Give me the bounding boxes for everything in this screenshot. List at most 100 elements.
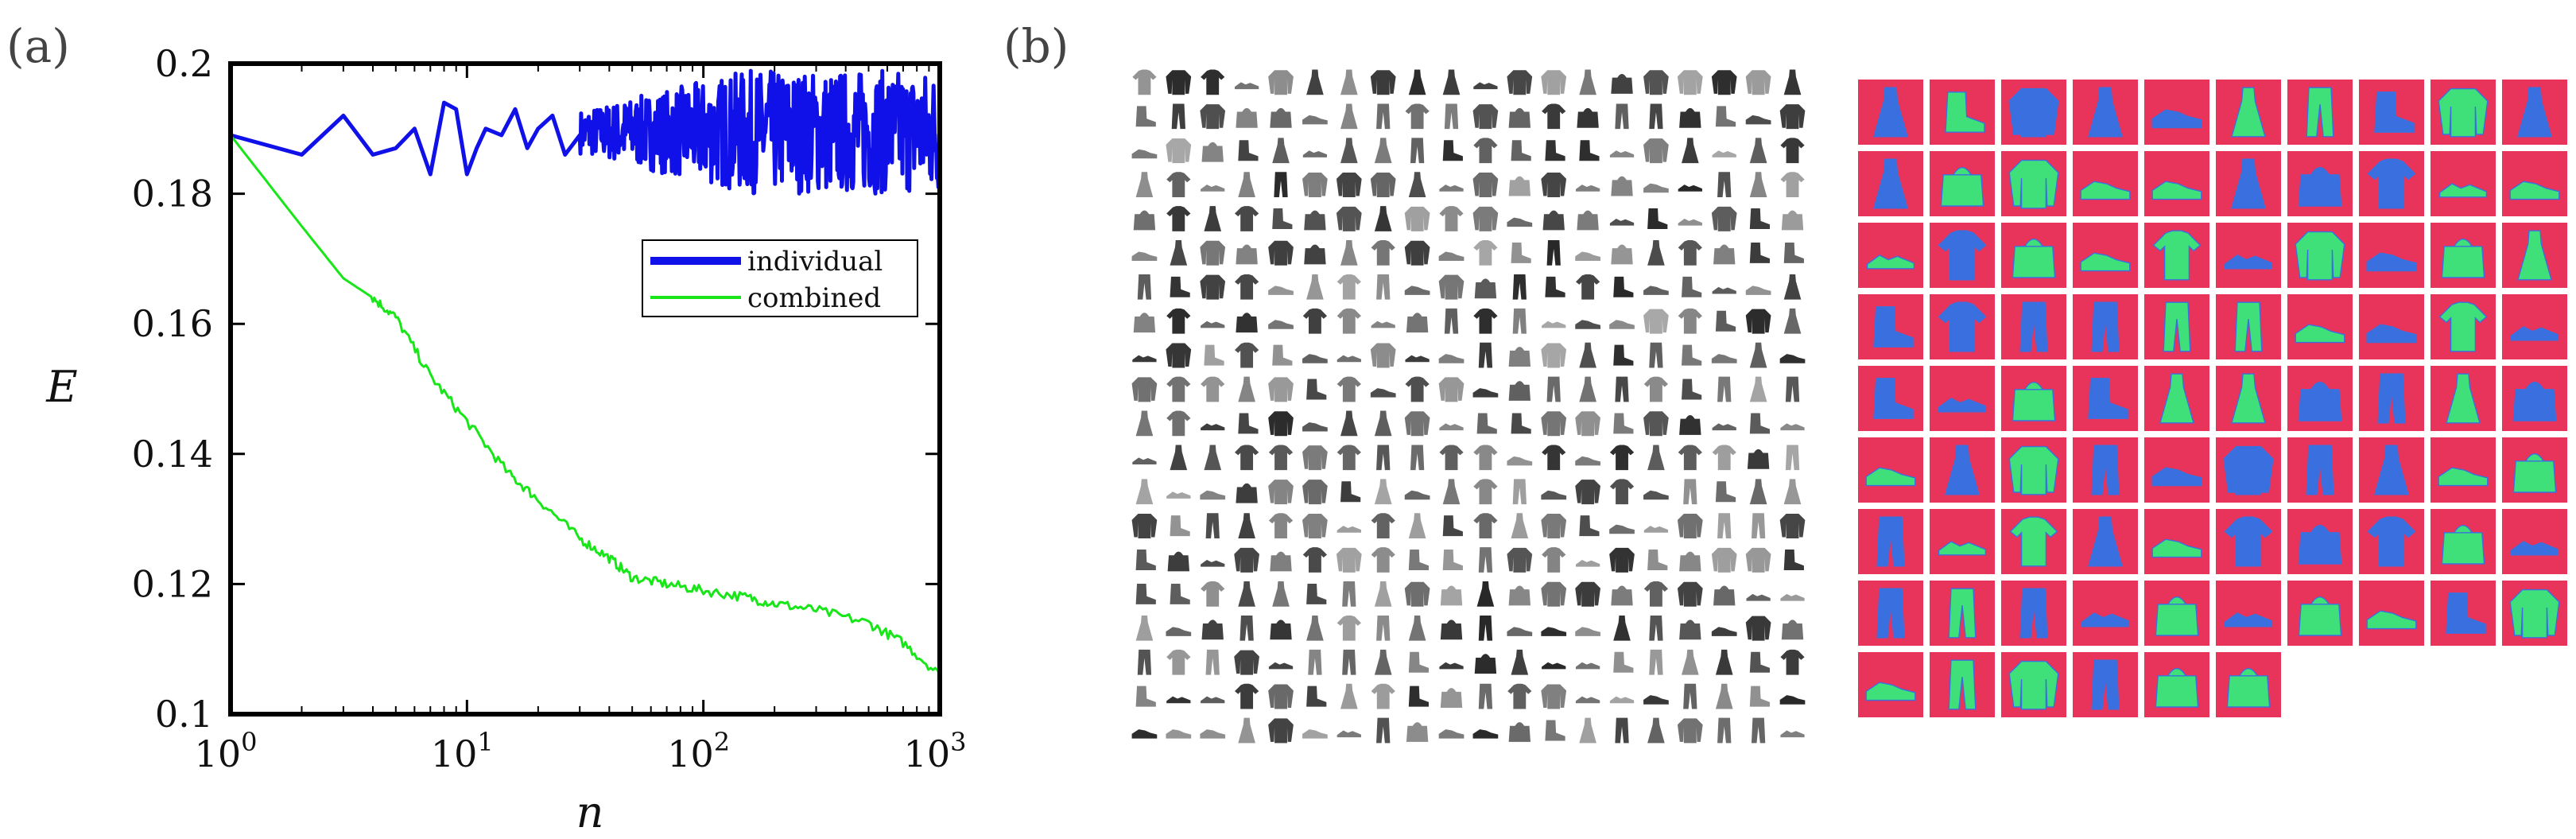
fashion-thumbnail bbox=[1575, 185, 1600, 192]
feature-silhouette bbox=[1873, 87, 1908, 138]
feature-tile bbox=[2359, 223, 2424, 288]
feature-tile-bg bbox=[2073, 581, 2138, 646]
fashion-thumbnail bbox=[1234, 683, 1259, 709]
fashion-thumbnail bbox=[1236, 244, 1258, 265]
fashion-thumbnail bbox=[1749, 413, 1771, 434]
fashion-thumbnail bbox=[1682, 276, 1702, 297]
fashion-thumbnail bbox=[1542, 103, 1566, 130]
feature-silhouette bbox=[2438, 183, 2488, 198]
fashion-thumbnail bbox=[1575, 274, 1600, 300]
fashion-thumbnail bbox=[1745, 285, 1771, 295]
plot-frame bbox=[228, 61, 942, 717]
feature-silhouette bbox=[1948, 588, 1977, 639]
fashion-thumbnail bbox=[1371, 547, 1395, 573]
fashion-thumbnail bbox=[1712, 423, 1736, 431]
feature-silhouette bbox=[2008, 660, 2059, 710]
feature-tile bbox=[1930, 223, 1995, 288]
fashion-thumbnail bbox=[1170, 445, 1188, 471]
feature-silhouette bbox=[2091, 301, 2120, 352]
fashion-thumbnail bbox=[1442, 550, 1463, 570]
fashion-thumbnail bbox=[1268, 684, 1294, 709]
fashion-thumbnail bbox=[1444, 308, 1459, 334]
fashion-thumbnail bbox=[1780, 423, 1805, 431]
feature-tile bbox=[2073, 366, 2138, 431]
fashion-thumbnail bbox=[1780, 172, 1805, 197]
feature-tile bbox=[2001, 509, 2066, 574]
fashion-thumbnail bbox=[1473, 138, 1498, 164]
feature-tile bbox=[2073, 294, 2138, 359]
feature-tile bbox=[1930, 509, 1995, 574]
feature-silhouette bbox=[1866, 254, 1915, 270]
fashion-thumbnail bbox=[1511, 242, 1531, 263]
fashion-thumbnail bbox=[1613, 615, 1631, 641]
feature-tile bbox=[1858, 294, 1923, 359]
fashion-thumbnail bbox=[1336, 615, 1361, 641]
fashion-thumbnail bbox=[1677, 718, 1703, 744]
fashion-thumbnail bbox=[1542, 445, 1566, 471]
fashion-thumbnail bbox=[1511, 413, 1531, 434]
feature-tile-bg bbox=[2216, 581, 2281, 646]
fashion-thumbnail bbox=[1200, 240, 1226, 266]
fashion-thumbnail bbox=[1647, 550, 1668, 570]
fashion-thumbnail bbox=[1405, 376, 1430, 402]
fashion-thumbnail bbox=[1473, 240, 1498, 266]
fashion-thumbnail bbox=[1133, 210, 1156, 231]
fashion-thumbnail bbox=[1779, 513, 1806, 538]
fashion-thumbnail bbox=[1274, 172, 1288, 197]
fashion-thumbnail bbox=[1135, 583, 1156, 604]
fashion-thumbnail bbox=[1615, 717, 1629, 744]
feature-silhouette bbox=[2009, 516, 2058, 567]
feature-tile-bg bbox=[2431, 151, 2496, 216]
feature-silhouette bbox=[1876, 588, 1905, 639]
fashion-thumbnail bbox=[1137, 274, 1152, 300]
fashion-thumbnail bbox=[1545, 276, 1565, 297]
fashion-thumbnail bbox=[1410, 138, 1425, 164]
feature-tile bbox=[2502, 366, 2567, 431]
feature-tile-bg bbox=[1930, 509, 1995, 574]
feature-silhouette bbox=[2088, 516, 2123, 567]
fashion-thumbnail bbox=[1370, 70, 1396, 95]
series-line-combined bbox=[229, 134, 941, 676]
fashion-thumbnail bbox=[1472, 172, 1499, 197]
fashion-thumbnail bbox=[1577, 210, 1599, 231]
fashion-thumbnail bbox=[1643, 376, 1669, 402]
feature-silhouette bbox=[2088, 87, 2123, 138]
fashion-thumbnail bbox=[1440, 620, 1463, 640]
fashion-thumbnail bbox=[1371, 513, 1395, 538]
fashion-thumbnail bbox=[1272, 581, 1290, 607]
fashion-thumbnail bbox=[1749, 172, 1767, 197]
fashion-thumbnail bbox=[1236, 107, 1258, 128]
feature-tile bbox=[2287, 366, 2353, 431]
fashion-thumbnail bbox=[1438, 729, 1465, 739]
fashion-thumbnail bbox=[1240, 615, 1254, 641]
panel-b-label: (b) bbox=[1003, 19, 1069, 73]
fashion-thumbnail bbox=[1541, 684, 1567, 709]
fashion-thumbnail bbox=[1575, 662, 1600, 670]
fashion-thumbnail bbox=[1442, 140, 1463, 161]
feature-tile bbox=[2216, 151, 2281, 216]
fashion-thumbnail bbox=[1643, 70, 1669, 95]
feature-silhouette bbox=[2377, 373, 2406, 424]
fashion-thumbnail bbox=[1201, 320, 1225, 328]
fashion-thumbnail bbox=[1609, 445, 1635, 471]
fashion-thumbnail bbox=[1306, 69, 1324, 95]
fashion-thumbnail bbox=[1238, 717, 1255, 744]
fashion-thumbnail bbox=[1683, 683, 1697, 709]
fashion-thumbnail bbox=[1272, 138, 1290, 164]
feature-silhouette bbox=[2298, 167, 2342, 207]
y-ticks: 0.1 0.12 0.14 0.16 0.18 0.2 bbox=[132, 42, 940, 736]
fashion-thumbnail bbox=[1131, 149, 1158, 159]
fashion-thumbnail bbox=[1511, 140, 1531, 161]
legend: individual combined bbox=[642, 239, 918, 317]
fashion-thumbnail bbox=[1751, 513, 1766, 538]
fashion-thumbnail bbox=[1374, 581, 1392, 607]
fashion-thumbnail bbox=[1512, 274, 1527, 300]
fashion-thumbnail bbox=[1473, 479, 1498, 505]
fashion-thumbnail bbox=[1442, 515, 1463, 537]
fashion-thumbnail bbox=[1575, 411, 1600, 437]
fashion-thumbnail bbox=[1340, 410, 1358, 437]
fashion-thumbnail bbox=[1780, 730, 1805, 738]
feature-tile bbox=[2359, 294, 2424, 359]
feature-silhouette bbox=[2374, 445, 2409, 495]
fashion-thumbnail bbox=[1783, 274, 1802, 300]
